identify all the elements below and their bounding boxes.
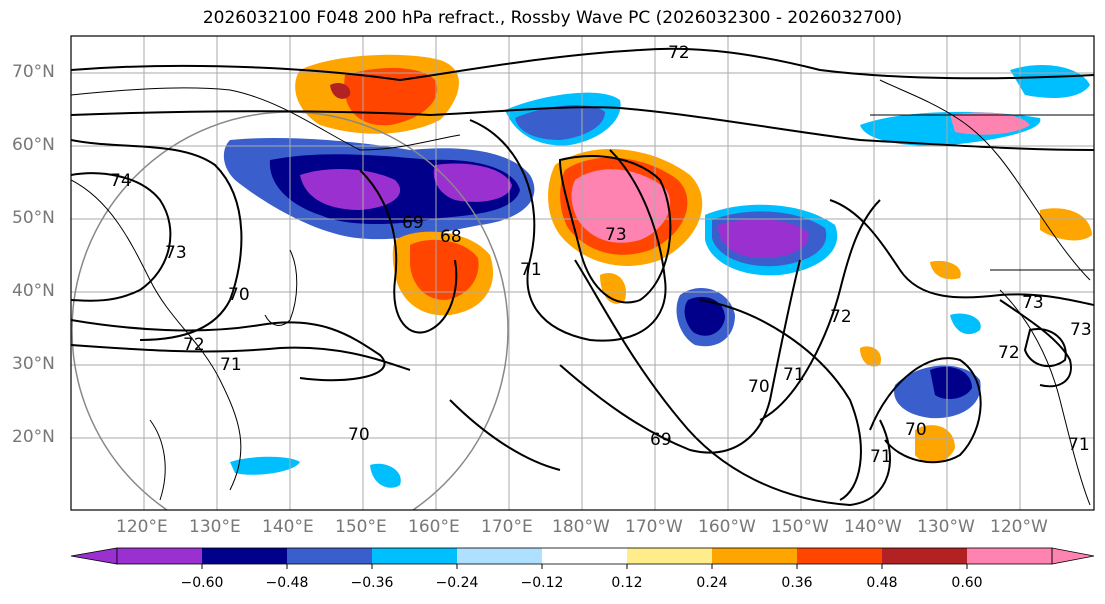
negative-anomaly-navy <box>684 296 725 336</box>
lon-label: 150°W <box>771 517 829 537</box>
negative-anomaly-cyan <box>950 313 981 335</box>
contour-label: 70 <box>905 420 927 440</box>
colorbar-tick-label: 0.36 <box>781 575 813 591</box>
contour-label: 73 <box>605 225 627 245</box>
colorbar-max-extend <box>1051 547 1095 565</box>
colorbar-frame <box>116 547 1053 565</box>
lat-label-70n: 70°N <box>12 62 55 82</box>
contour-label: 71 <box>220 355 242 375</box>
negative-anomaly-purple <box>718 219 809 258</box>
contour-label: 72 <box>668 43 690 63</box>
negative-anomaly-purple <box>433 163 512 202</box>
lon-label: 120°W <box>990 517 1048 537</box>
lon-label: 180°W <box>552 517 610 537</box>
lat-label-50n: 50°N <box>12 208 55 228</box>
contour-label: 72 <box>998 343 1020 363</box>
positive-anomaly-orange <box>1040 208 1092 241</box>
colorbar-tick-label: −0.36 <box>350 575 394 591</box>
lon-label: 140°W <box>844 517 902 537</box>
shading-layer <box>223 54 1092 488</box>
contour-label: 69 <box>402 213 424 233</box>
colorbar-tick-label: −0.12 <box>520 575 564 591</box>
colorbar-bin <box>627 548 712 564</box>
positive-anomaly-red <box>410 239 479 300</box>
colorbar-tick-label: −0.24 <box>435 575 479 591</box>
lon-label: 160°W <box>698 517 756 537</box>
contour-label: 70 <box>228 285 250 305</box>
colorbar-bin <box>797 548 882 564</box>
colorbar-bin <box>202 548 287 564</box>
colorbar-tick-label: 0.48 <box>866 575 898 591</box>
contour-label: 70 <box>748 377 770 397</box>
positive-anomaly-pink <box>950 112 1030 135</box>
lat-label-60n: 60°N <box>12 135 55 155</box>
colorbar-tick-label: 0.60 <box>951 575 983 591</box>
negative-anomaly-cyan <box>1010 65 1090 98</box>
positive-anomaly-red <box>344 68 438 126</box>
map-title: 2026032100 F048 200 hPa refract., Rossby… <box>202 8 903 28</box>
colorbar-tick-label: −0.48 <box>265 575 309 591</box>
lon-label: 150°E <box>335 517 387 537</box>
colorbar-bin <box>287 548 372 564</box>
contour-label: 74 <box>110 171 132 191</box>
colorbar <box>70 547 1095 569</box>
contour-labels: 72 74 73 70 72 71 69 68 73 71 69 70 71 7… <box>110 43 1092 467</box>
positive-anomaly-pink <box>571 169 671 243</box>
contours <box>71 47 1094 507</box>
positive-anomaly-orange <box>930 260 961 280</box>
lat-label-40n: 40°N <box>12 281 55 301</box>
negative-anomaly-cyan <box>370 463 401 488</box>
map-frame <box>70 35 1095 511</box>
positive-anomaly-orange <box>860 346 881 367</box>
colorbar-min-extend <box>70 547 118 565</box>
colorbar-bin <box>117 548 202 564</box>
lat-label-20n: 20°N <box>12 427 55 447</box>
lon-label: 170°W <box>625 517 683 537</box>
contour-label: 73 <box>165 243 187 263</box>
lon-label: 120°E <box>116 517 168 537</box>
lat-label-30n: 30°N <box>12 354 55 374</box>
colorbar-tick-label: −0.60 <box>180 575 224 591</box>
colorbar-tick-label: 0.12 <box>611 575 643 591</box>
colorbar-bin <box>712 548 797 564</box>
positive-anomaly-darkred <box>330 83 351 99</box>
colorbar-bin <box>372 548 457 564</box>
colorbar-bin <box>967 548 1052 564</box>
contour-label: 72 <box>830 307 852 327</box>
colorbar-bin <box>882 548 967 564</box>
contour-label: 73 <box>1070 320 1092 340</box>
lon-label: 130°W <box>917 517 975 537</box>
colorbar-bin <box>542 548 627 564</box>
negative-anomaly-cyan <box>230 456 300 475</box>
lon-label: 160°E <box>408 517 460 537</box>
contour-label: 72 <box>183 335 205 355</box>
contour-label: 70 <box>348 425 370 445</box>
colorbar-tick-label: 0.24 <box>696 575 728 591</box>
contour-label: 71 <box>1068 435 1090 455</box>
lon-label: 170°E <box>481 517 533 537</box>
positive-anomaly-orange <box>915 425 955 464</box>
contour-label: 71 <box>520 260 542 280</box>
negative-anomaly-navy <box>930 366 972 400</box>
contour-label: 73 <box>1022 293 1044 313</box>
contour-label: 71 <box>783 365 805 385</box>
contour-label: 69 <box>650 430 672 450</box>
lon-label: 140°E <box>262 517 314 537</box>
colorbar-bin <box>457 548 542 564</box>
lon-label: 130°E <box>189 517 241 537</box>
contour-label: 68 <box>440 227 462 247</box>
contour-label: 71 <box>870 447 892 467</box>
negative-anomaly-purple <box>300 168 401 210</box>
